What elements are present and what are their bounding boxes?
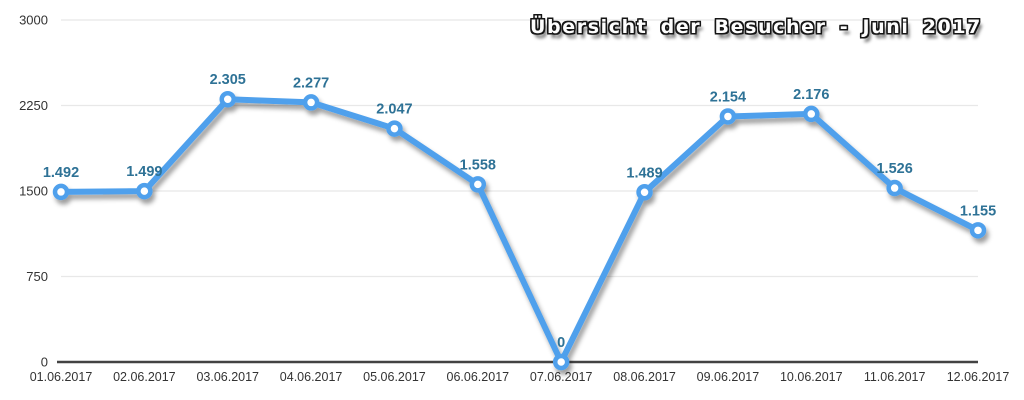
chart-title: Übersicht der Besucher - Juni 2017: [530, 16, 982, 38]
x-axis-tick-label: 08.06.2017: [613, 370, 676, 384]
data-point-marker: [469, 176, 487, 193]
data-point-label: 1.492: [43, 165, 79, 181]
y-axis-tick-label: 3000: [19, 13, 48, 28]
y-axis-tick-label: 750: [26, 269, 48, 284]
series-line: [58, 96, 981, 365]
y-axis-tick-label: 2250: [19, 98, 48, 113]
x-axis-tick-label: 11.06.2017: [864, 370, 926, 384]
data-point-label: 2.047: [376, 102, 412, 118]
x-axis-tick-label: 03.06.2017: [196, 370, 259, 384]
x-axis-tick-label: 05.06.2017: [363, 370, 426, 384]
data-point-marker: [386, 120, 403, 137]
x-axis-tick-label: 06.06.2017: [447, 370, 510, 384]
data-point-marker: [552, 353, 570, 371]
y-axis-tick-label: 0: [41, 355, 48, 370]
data-point-label: 2.277: [293, 75, 329, 91]
x-axis-tick-label: 07.06.2017: [530, 370, 593, 384]
data-point-marker: [969, 222, 987, 239]
data-point-marker: [886, 179, 903, 197]
data-point-label: 1.155: [960, 203, 996, 219]
data-point-label: 1.489: [626, 165, 662, 181]
x-axis-tick-label: 01.06.2017: [30, 370, 93, 384]
data-point-label: 1.526: [876, 161, 912, 177]
data-point-marker: [302, 94, 320, 111]
data-point-marker: [52, 183, 70, 201]
data-point-marker: [636, 184, 653, 201]
data-point-label: 2.305: [210, 72, 246, 88]
x-axis-tick-label: 10.06.2017: [780, 370, 843, 384]
visitors-line-series: [52, 90, 987, 371]
data-point-marker: [219, 90, 236, 108]
x-axis-tick-label: 02.06.2017: [113, 370, 176, 384]
data-point-label: 0: [557, 335, 565, 351]
data-point-label: 2.176: [793, 87, 829, 103]
data-point-label: 2.154: [710, 89, 746, 105]
data-point-marker: [803, 105, 820, 123]
data-point-label: 1.558: [460, 157, 496, 173]
data-point-marker: [136, 182, 153, 200]
x-axis-tick-label: 12.06.2017: [947, 370, 1010, 384]
y-axis-tick-label: 1500: [19, 184, 48, 199]
x-axis-tick-label: 04.06.2017: [280, 370, 343, 384]
data-point-label: 1.499: [126, 164, 162, 180]
x-axis-tick-label: 09.06.2017: [697, 370, 760, 384]
data-point-marker: [719, 108, 737, 125]
